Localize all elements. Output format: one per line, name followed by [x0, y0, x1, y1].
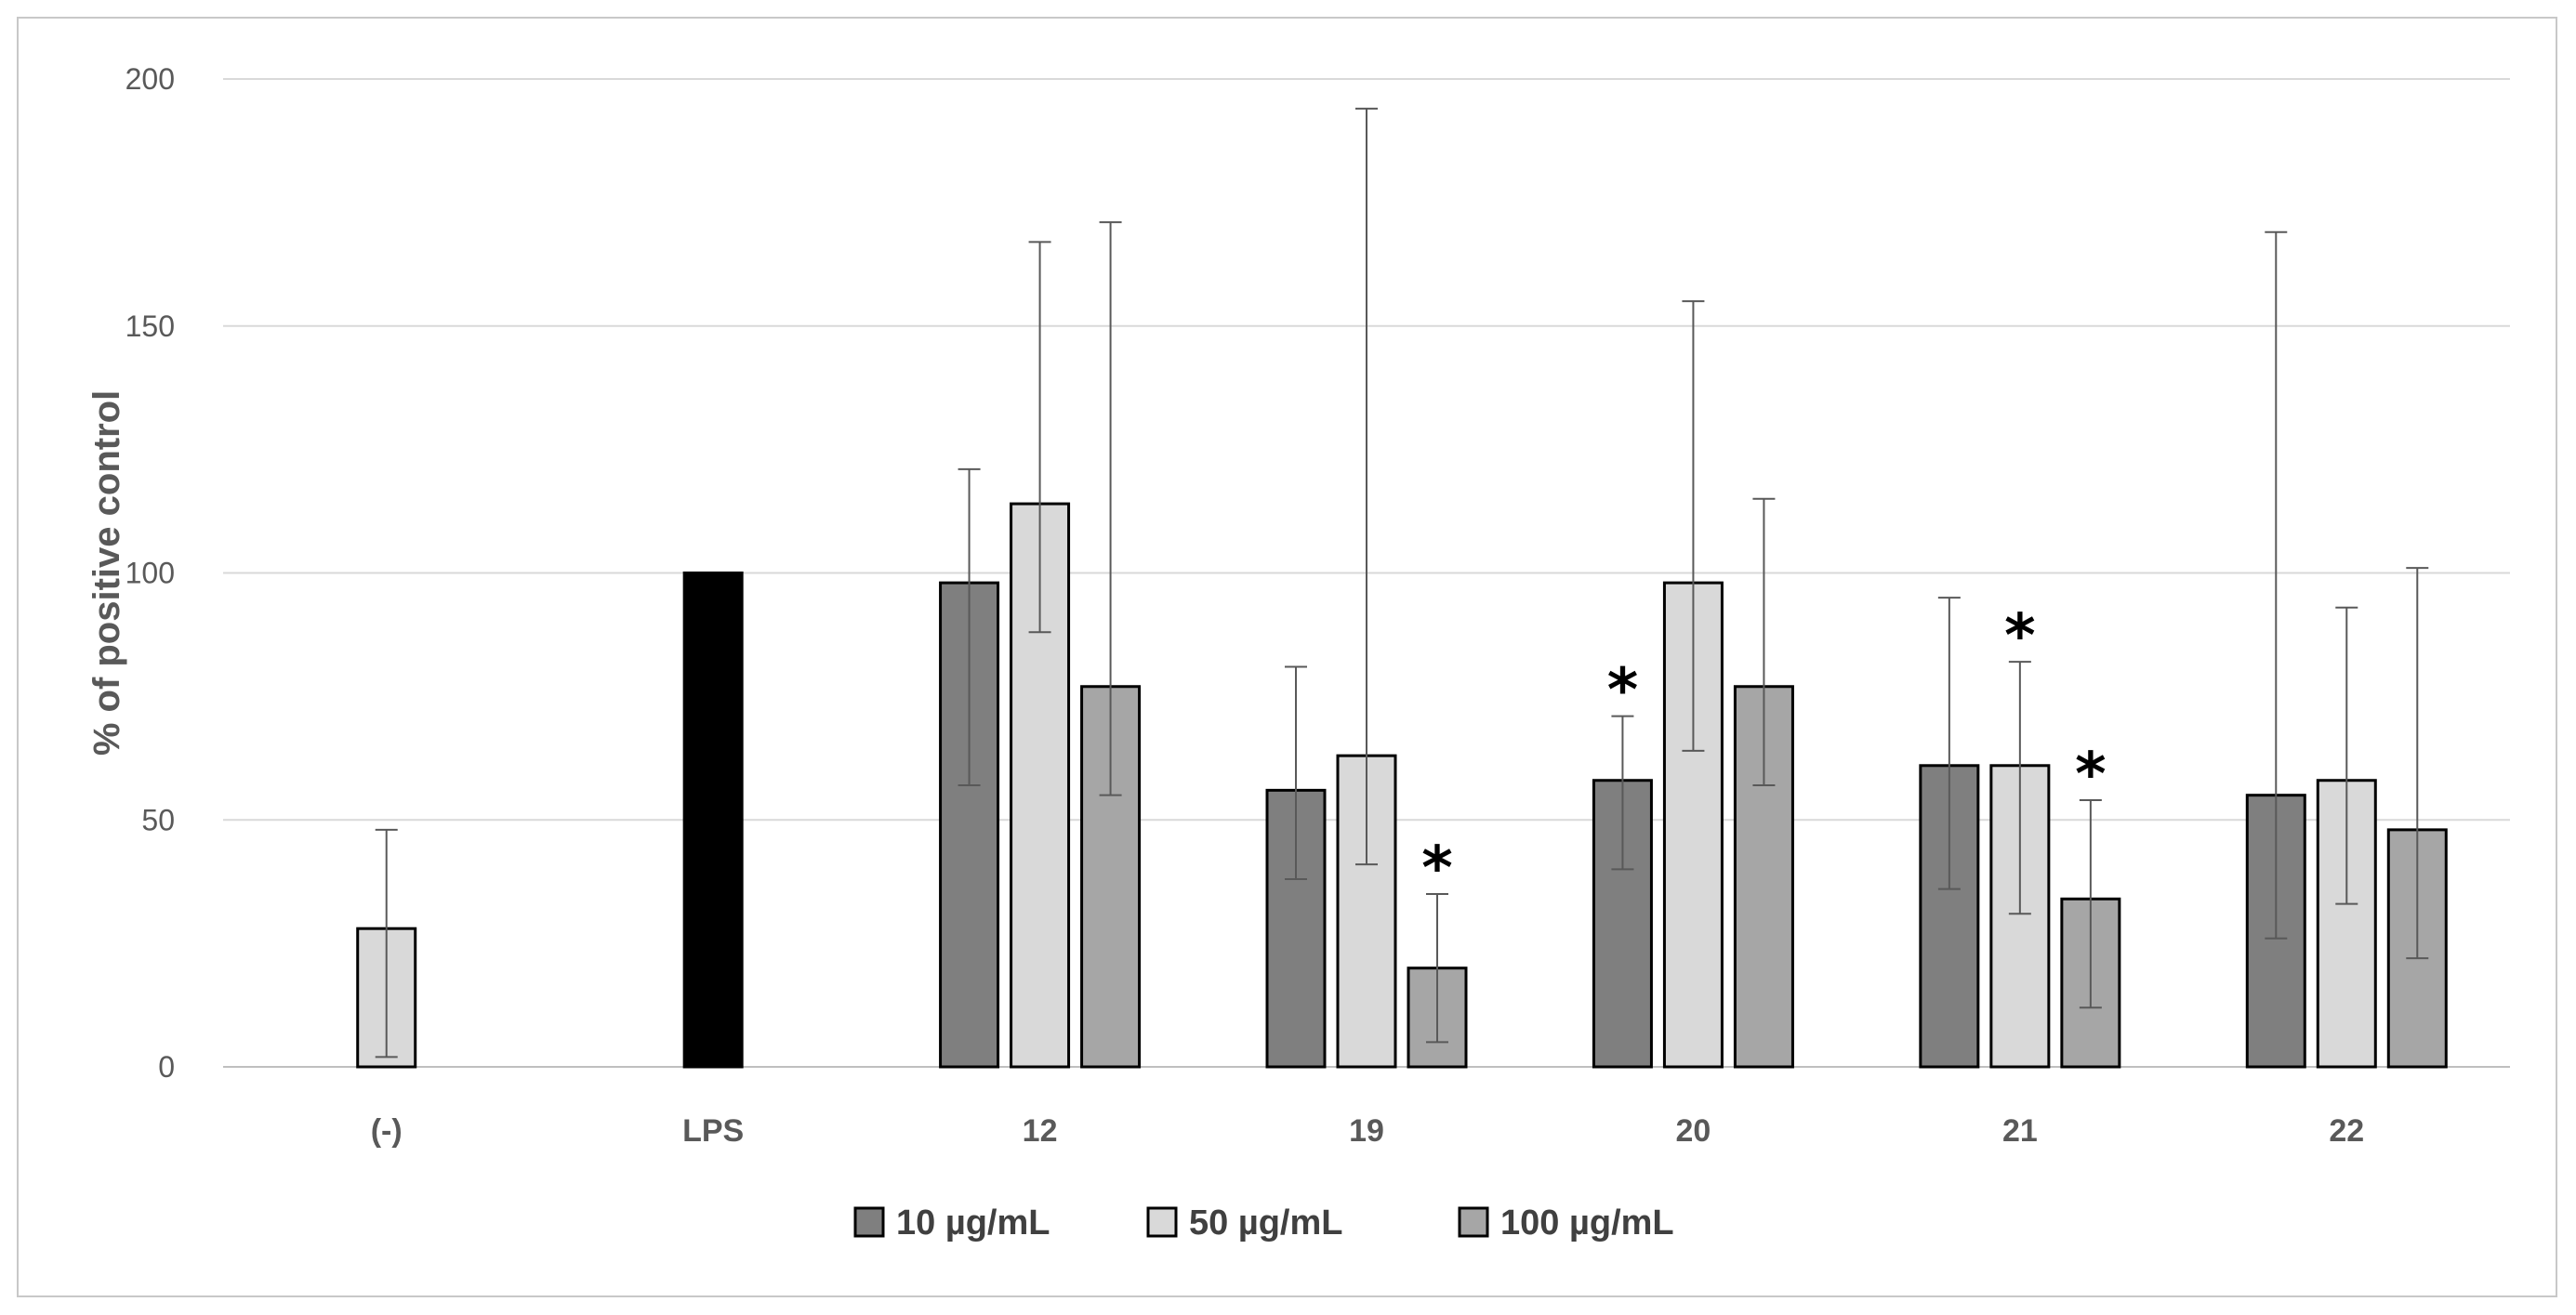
chart-frame	[17, 17, 2557, 1297]
x-tick-label: 22	[2329, 1113, 2364, 1149]
x-tick-label: 20	[1676, 1113, 1711, 1149]
x-tick-label: LPS	[682, 1113, 744, 1149]
y-axis-title: % of positive control	[86, 390, 127, 756]
bar-LPS	[682, 572, 744, 1069]
legend-swatch-2	[1458, 1206, 1489, 1238]
x-tick-label: (-)	[371, 1113, 403, 1149]
legend-label-2: 100 µg/mL	[1500, 1203, 1674, 1243]
x-tick-label: 12	[1023, 1113, 1058, 1149]
significance-star: *	[2075, 741, 2106, 809]
y-tick-label: 150	[125, 309, 175, 343]
legend-swatch-1	[1146, 1206, 1178, 1238]
y-tick-label: 200	[125, 62, 175, 96]
significance-star: *	[2004, 602, 2035, 671]
significance-star: *	[1607, 657, 1638, 726]
legend-label-1: 50 µg/mL	[1189, 1203, 1343, 1243]
significance-star: *	[1421, 835, 1452, 903]
x-tick-label: 21	[2002, 1113, 2038, 1149]
x-tick-label: 19	[1349, 1113, 1384, 1149]
y-tick-label: 0	[158, 1050, 175, 1084]
y-tick-label: 50	[141, 803, 175, 836]
legend-swatch-0	[853, 1206, 885, 1238]
legend-label-0: 10 µg/mL	[896, 1203, 1050, 1243]
y-tick-label: 100	[125, 557, 175, 590]
